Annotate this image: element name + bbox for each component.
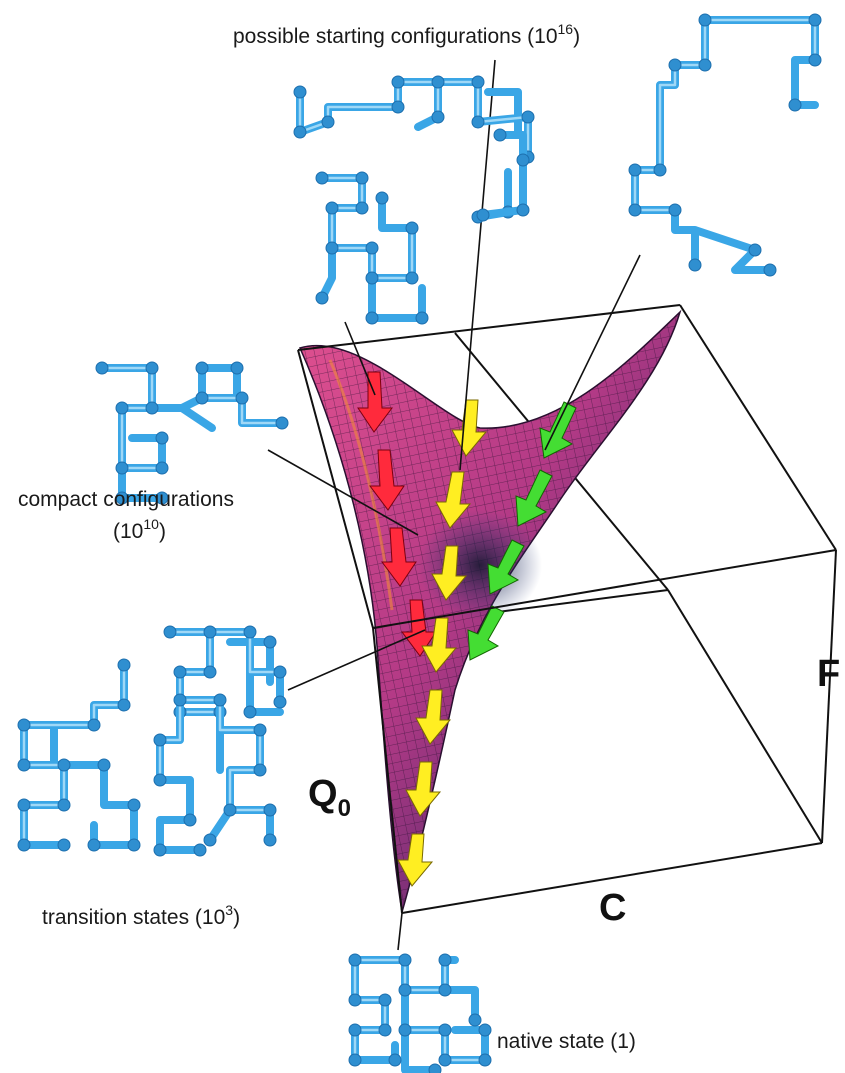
compact-configuration (95, 361, 289, 505)
axis-f-label: F (817, 653, 840, 695)
energy-funnel-surface (298, 309, 682, 913)
leader-lines (267, 59, 641, 951)
transition-state-configurations (17, 625, 287, 857)
red-pathway-arrows (357, 371, 437, 657)
green-pathway-arrows (467, 401, 577, 661)
transition-states-label: transition states (103) (42, 902, 240, 929)
conformation-chain (153, 693, 277, 857)
native-state-configuration (348, 953, 492, 1073)
yellow-pathway-arrows (397, 399, 488, 887)
axis-c-label: C (599, 887, 626, 929)
conformation-chain (476, 128, 530, 222)
conformation-chain (315, 171, 429, 325)
starting-configurations (293, 13, 822, 325)
starting-configurations-label: possible starting configurations (1016) (233, 21, 580, 48)
conformation-chain (293, 75, 535, 224)
conformation-chain (163, 625, 287, 719)
compact-configurations-count: (1010) (113, 516, 166, 543)
compact-configurations-label: compact configurations (18, 488, 234, 511)
conformation-chain (17, 658, 141, 852)
box-front-edges (297, 304, 837, 914)
native-state-label: native state (1) (497, 1030, 636, 1053)
conformation-chain (628, 13, 822, 277)
axis-q0-label: Q0 (308, 773, 351, 822)
